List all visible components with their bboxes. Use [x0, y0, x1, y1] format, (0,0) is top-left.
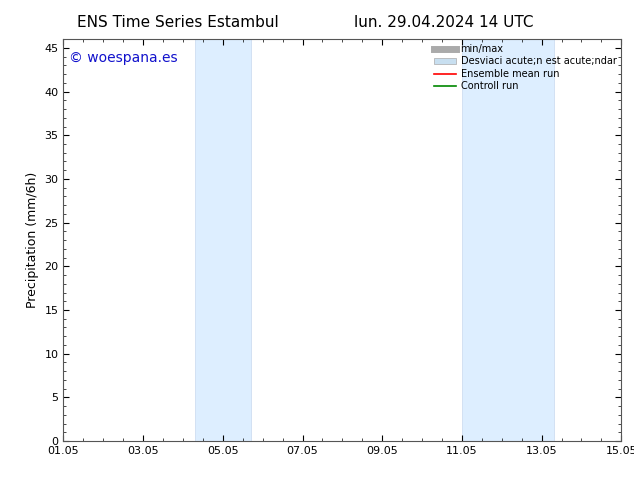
Text: lun. 29.04.2024 14 UTC: lun. 29.04.2024 14 UTC [354, 15, 534, 30]
Bar [195, 39, 250, 441]
Text: © woespana.es: © woespana.es [69, 51, 178, 65]
Bar [462, 39, 553, 441]
Legend: min/max, Desviaci acute;n est acute;ndar, Ensemble mean run, Controll run: min/max, Desviaci acute;n est acute;ndar… [432, 42, 618, 93]
Y-axis label: Precipitation (mm/6h): Precipitation (mm/6h) [26, 172, 39, 308]
Text: ENS Time Series Estambul: ENS Time Series Estambul [77, 15, 278, 30]
